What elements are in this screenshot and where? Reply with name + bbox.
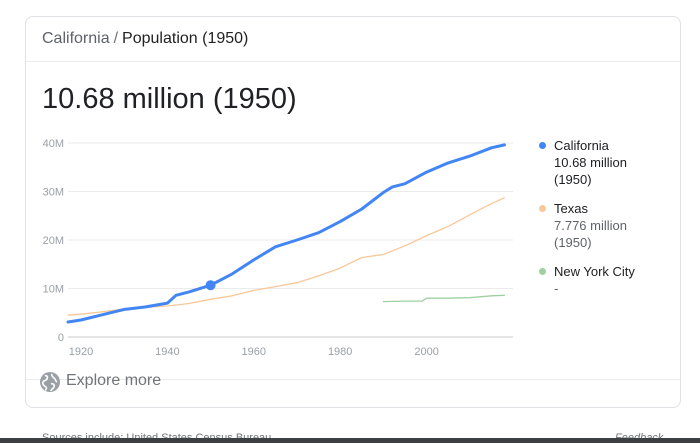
legend-value: 7.776 million [554,218,627,233]
x-tick-label: 1960 [242,346,266,358]
legend-value: - [554,281,559,296]
headline-value: 10.68 million (1950) [42,83,297,115]
legend-value: 10.68 million [554,155,627,170]
y-tick-label: 30M [43,187,64,199]
legend-item-california[interactable]: California 10.68 million (1950) [538,137,678,188]
y-tick-label: 20M [43,235,64,247]
knowledge-card: California / Population (1950) 10.68 milli… [25,16,681,408]
legend-name: New York City [554,264,635,279]
explore-more-label: Explore more [66,372,162,389]
x-tick-label: 1980 [328,346,352,358]
legend-dot-texas [539,205,546,212]
legend-item-texas[interactable]: Texas 7.776 million (1950) [538,200,678,251]
series-line-new-york-city [382,294,506,303]
page-bottom-rule [0,438,700,443]
series-line-california [66,143,506,324]
y-tick-label: 40M [43,138,64,150]
highlight-point [205,280,216,291]
breadcrumb-separator: / [113,30,119,47]
breadcrumb: California / Population (1950) [42,30,248,48]
y-tick-label: 0 [58,332,64,344]
explore-more-button[interactable]: Explore more [26,359,680,407]
header-divider [26,61,680,62]
legend-item-new-york-city[interactable]: New York City - [538,263,678,297]
x-tick-label: 2000 [414,346,438,358]
breadcrumb-parent-link[interactable]: California [42,30,110,47]
population-line-chart[interactable]: 0 10M 20M 30M 40M 1920 1940 1960 1980 2000 [26,127,526,372]
footer-divider [26,379,680,380]
legend-dot-california [539,142,546,149]
legend-name: Texas [554,201,588,216]
x-tick-label: 1940 [155,346,179,358]
legend-dot-new-york-city [539,268,546,275]
legend-year: (1950) [554,235,592,250]
globe-icon [40,372,60,392]
x-tick-label: 1920 [69,346,93,358]
y-tick-label: 10M [43,284,64,296]
legend-year: (1950) [554,172,592,187]
chart-legend: California 10.68 million (1950) Texas 7.… [538,137,678,309]
breadcrumb-current: Population (1950) [122,30,249,47]
legend-name: California [554,138,609,153]
